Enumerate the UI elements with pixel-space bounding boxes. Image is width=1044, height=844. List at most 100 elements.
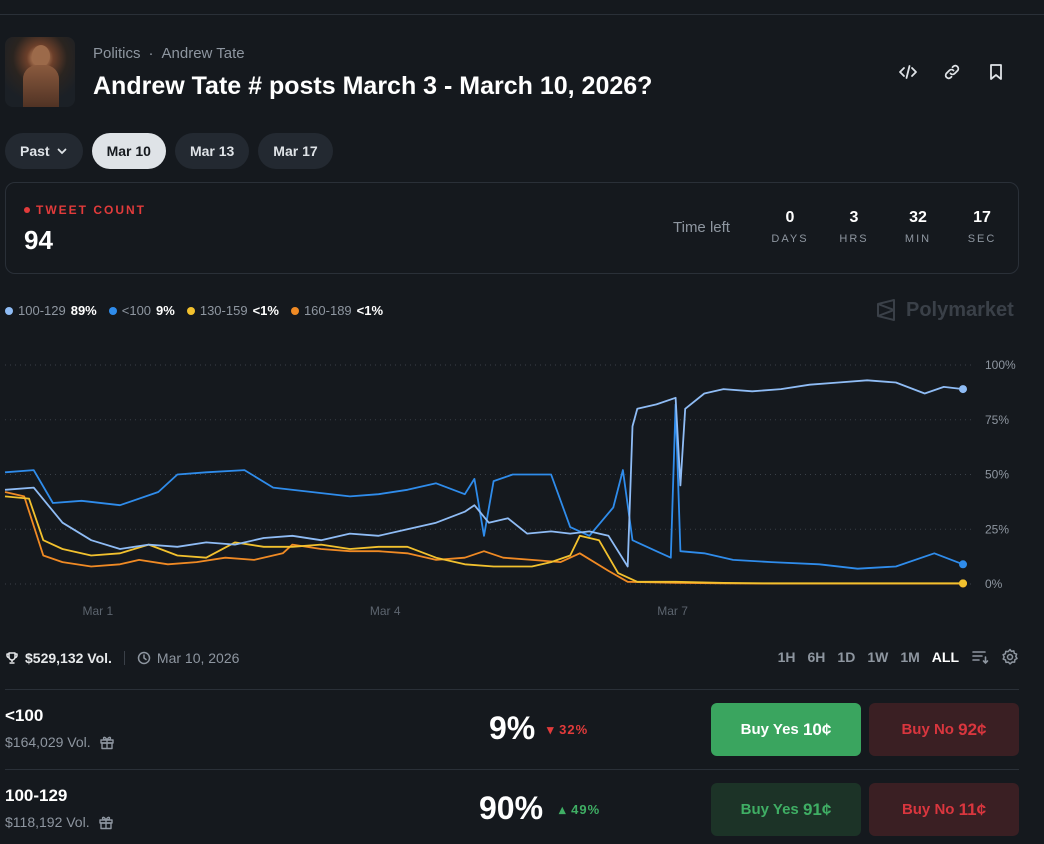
outcome-volume: $118,192 Vol. — [5, 814, 114, 830]
outcome-volume-text: $164,029 Vol. — [5, 734, 91, 750]
gift-icon[interactable] — [99, 734, 115, 750]
y-tick-label: 100% — [985, 358, 1016, 372]
page-title: Andrew Tate # posts March 3 - March 10, … — [93, 72, 653, 100]
chart-ticks: 100% 75% 50% 25% 0% Mar 1 Mar 4 Mar 7 — [82, 358, 1016, 618]
trophy-icon — [6, 652, 18, 664]
series-line — [4, 403, 964, 570]
date-pill-mar-13[interactable]: Mar 13 — [174, 133, 250, 169]
legend-item: 130-159 <1% — [186, 303, 279, 318]
countdown-value: 17 — [973, 209, 991, 226]
date-pill-label: Mar 17 — [273, 143, 318, 159]
buy-no-label: Buy No — [901, 801, 955, 818]
buy-no-label: Buy No — [901, 721, 954, 738]
legend-name: 160-189 — [303, 303, 352, 318]
buy-no-button[interactable]: Buy No 11¢ — [869, 783, 1019, 836]
countdown-value: 32 — [909, 209, 927, 226]
date-pill-label: Mar 10 — [106, 143, 151, 159]
legend-pct: <1% — [356, 303, 384, 318]
range-all[interactable]: ALL — [931, 649, 959, 665]
x-tick-label: Mar 1 — [82, 604, 113, 618]
total-volume-text: $529,132 Vol. — [25, 650, 112, 666]
countdown-value: 0 — [785, 209, 795, 226]
range-1m[interactable]: 1M — [900, 649, 920, 665]
date-pill-mar-17[interactable]: Mar 17 — [258, 133, 333, 169]
outcome-row-under-100[interactable]: <100 $164,029 Vol. 9% ▾ 32% Buy Yes 10¢ … — [5, 689, 1019, 769]
legend-pct: 9% — [156, 303, 175, 318]
buy-yes-button[interactable]: Buy Yes 10¢ — [711, 703, 861, 756]
date-selector: Past Mar 10 Mar 13 Mar 17 — [5, 133, 333, 169]
legend-dot — [186, 306, 195, 315]
chart-legend: 100-129 89% <100 9% 130-159 <1% 160-189 … — [5, 303, 383, 318]
tweet-count-label-text: TWEET COUNT — [36, 203, 146, 217]
outcome-probability: 90% — [479, 790, 544, 826]
breadcrumb-category[interactable]: Politics — [93, 45, 141, 62]
range-1d[interactable]: 1D — [837, 649, 856, 665]
breadcrumb-subject[interactable]: Andrew Tate — [161, 45, 245, 62]
countdown-unit: MIN — [904, 233, 932, 245]
tweet-count-panel: TWEET COUNT 94 Time left 0 DAYS 3 HRS 32… — [5, 182, 1019, 274]
outcome-row-100-129[interactable]: 100-129 $118,192 Vol. 90% ▴ 49% Buy Yes … — [5, 769, 1019, 844]
outcome-name: <100 — [5, 706, 44, 725]
countdown-hours: 3 HRS — [822, 209, 886, 245]
market-stats: $529,132 Vol. Mar 10, 2026 1H 6H 1D 1W 1… — [5, 648, 1019, 668]
legend-item: <100 9% — [108, 303, 175, 318]
outcome-change-text: 49% — [571, 802, 601, 817]
buy-no-price: 92¢ — [958, 719, 987, 739]
x-tick-label: Mar 7 — [657, 604, 688, 618]
range-6h[interactable]: 6H — [807, 649, 826, 665]
countdown-minutes: 32 MIN — [886, 209, 950, 245]
total-volume: $529,132 Vol. — [5, 650, 112, 666]
legend-name: <100 — [121, 303, 152, 318]
settings-gear-icon[interactable] — [1001, 648, 1019, 666]
gift-icon[interactable] — [98, 814, 114, 830]
outcome-volume: $164,029 Vol. — [5, 734, 115, 750]
date-pill-past[interactable]: Past — [5, 133, 83, 169]
triangle-down-icon: ▾ — [547, 722, 555, 737]
chart-grid — [5, 364, 975, 585]
buy-yes-label: Buy Yes — [740, 721, 799, 738]
bookmark-icon[interactable] — [986, 62, 1006, 82]
legend-dot — [290, 306, 299, 315]
date-pill-label: Past — [20, 143, 50, 159]
end-date-text: Mar 10, 2026 — [156, 650, 240, 666]
buy-no-button[interactable]: Buy No 92¢ — [869, 703, 1019, 756]
filter-lines-icon[interactable] — [971, 648, 989, 666]
buy-no-price: 11¢ — [958, 799, 987, 819]
legend-dot — [5, 306, 13, 315]
outcome-change: ▴ 49% — [559, 802, 600, 818]
countdown-unit: HRS — [839, 233, 869, 245]
y-tick-label: 50% — [985, 468, 1009, 482]
outcome-change: ▾ 32% — [547, 722, 588, 738]
range-1h[interactable]: 1H — [777, 649, 796, 665]
live-dot-icon — [24, 207, 30, 213]
legend-item: 160-189 <1% — [290, 303, 384, 318]
buy-yes-label: Buy Yes — [740, 801, 799, 818]
legend-pct: 89% — [70, 303, 97, 318]
polymarket-watermark: Polymarket — [874, 298, 1014, 322]
stats-divider — [123, 651, 125, 665]
countdown-unit: SEC — [967, 233, 997, 245]
time-range-selector: 1H 6H 1D 1W 1M ALL — [778, 648, 1019, 666]
legend-pct: <1% — [252, 303, 279, 318]
embed-code-icon[interactable] — [898, 62, 918, 82]
series-endpoint — [959, 385, 967, 394]
end-date: Mar 10, 2026 — [137, 650, 240, 666]
time-left-label: Time left — [673, 219, 730, 236]
outcome-name: 100-129 — [5, 786, 68, 805]
y-tick-label: 0% — [985, 577, 1003, 591]
buy-yes-button[interactable]: Buy Yes 91¢ — [711, 783, 861, 836]
x-tick-label: Mar 4 — [370, 604, 401, 618]
countdown-days: 0 DAYS — [758, 209, 822, 245]
outcome-change-text: 32% — [559, 722, 589, 737]
date-pill-mar-10[interactable]: Mar 10 — [91, 133, 166, 169]
range-1w[interactable]: 1W — [867, 649, 889, 665]
legend-name: 100-129 — [18, 303, 66, 318]
chevron-down-icon — [57, 148, 66, 155]
chart-series — [4, 379, 967, 588]
breadcrumb-separator: · — [148, 45, 154, 62]
countdown-seconds: 17 SEC — [950, 209, 1014, 245]
breadcrumb: Politics · Andrew Tate — [93, 45, 245, 62]
link-icon[interactable] — [942, 62, 962, 82]
y-tick-label: 25% — [985, 522, 1009, 536]
series-line — [4, 495, 963, 585]
